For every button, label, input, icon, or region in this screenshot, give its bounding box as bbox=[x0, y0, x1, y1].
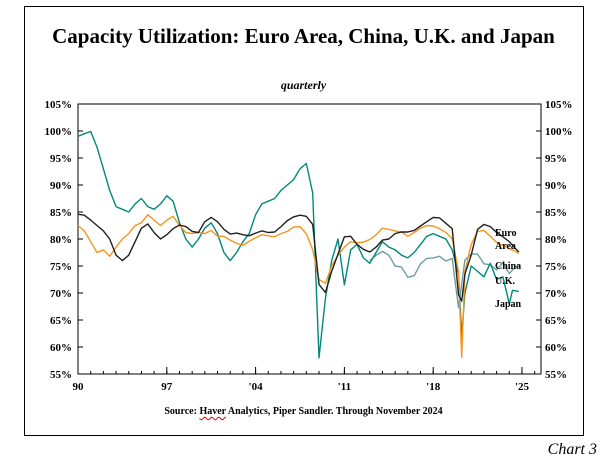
series-label-euro-area: Area bbox=[495, 241, 516, 252]
y-tick-label-right: 105% bbox=[545, 99, 573, 111]
y-tick-label-right: 60% bbox=[545, 342, 567, 354]
y-tick-label-left: 60% bbox=[50, 342, 72, 354]
x-tick-label: '11 bbox=[338, 381, 351, 393]
y-tick-label-left: 85% bbox=[50, 207, 72, 219]
x-tick-label: '04 bbox=[249, 381, 264, 393]
y-tick-label-left: 65% bbox=[50, 315, 72, 327]
y-tick-label-right: 80% bbox=[545, 234, 567, 246]
chart-subtitle: quarterly bbox=[280, 78, 327, 92]
series-line-china bbox=[369, 250, 520, 309]
y-tick-label-right: 90% bbox=[545, 180, 567, 192]
source-note: Source: Haver Analytics, Piper Sandler. … bbox=[0, 406, 607, 417]
chart-title: Capacity Utilization: Euro Area, China, … bbox=[52, 24, 555, 48]
y-tick-label-right: 95% bbox=[545, 153, 567, 165]
series-line-japan bbox=[77, 130, 519, 359]
y-tick-label-left: 90% bbox=[50, 180, 72, 192]
plot-area-border bbox=[77, 103, 542, 375]
chart-frame bbox=[24, 6, 584, 436]
y-tick-label-right: 65% bbox=[545, 315, 567, 327]
y-tick-label-right: 70% bbox=[545, 288, 567, 300]
y-tick-label-left: 75% bbox=[50, 261, 72, 273]
y-tick-label-right: 55% bbox=[545, 369, 567, 381]
y-tick-label-left: 70% bbox=[50, 288, 72, 300]
source-prefix: Source: bbox=[164, 406, 200, 417]
series-labels: Euro Area China U.K. Japan bbox=[495, 228, 522, 310]
y-tick-label-right: 85% bbox=[545, 207, 567, 219]
source-rest: Analytics, Piper Sandler. Through Novemb… bbox=[225, 406, 443, 417]
series-label-u-k: U.K. bbox=[495, 276, 516, 287]
series-lines bbox=[77, 130, 520, 359]
chart-number: Chart 3 bbox=[547, 441, 597, 458]
y-tick-label-left: 55% bbox=[50, 369, 72, 381]
y-tick-label-left: 80% bbox=[50, 234, 72, 246]
y-tick-label-right: 75% bbox=[545, 261, 567, 273]
series-label-euro-area: Euro bbox=[495, 228, 517, 239]
x-tick-label: 90 bbox=[73, 381, 85, 393]
source-haver: Haver bbox=[199, 406, 226, 417]
x-tick-label: 97 bbox=[161, 381, 173, 393]
y-tick-label-right: 100% bbox=[545, 126, 573, 138]
series-line-euro-area bbox=[77, 213, 520, 302]
y-tick-label-left: 105% bbox=[45, 99, 73, 111]
x-tick-label: '18 bbox=[426, 381, 441, 393]
series-label-japan: Japan bbox=[495, 299, 522, 310]
y-tick-label-left: 95% bbox=[50, 153, 72, 165]
chart-axes: 55% 55% 60% 60% 65% 65% 70% 70% 75% 75% 80% 80% 85% 8… bbox=[45, 99, 573, 393]
x-tick-label: '25 bbox=[515, 381, 530, 393]
y-tick-label-left: 100% bbox=[45, 126, 73, 138]
series-label-china: China bbox=[495, 261, 521, 272]
